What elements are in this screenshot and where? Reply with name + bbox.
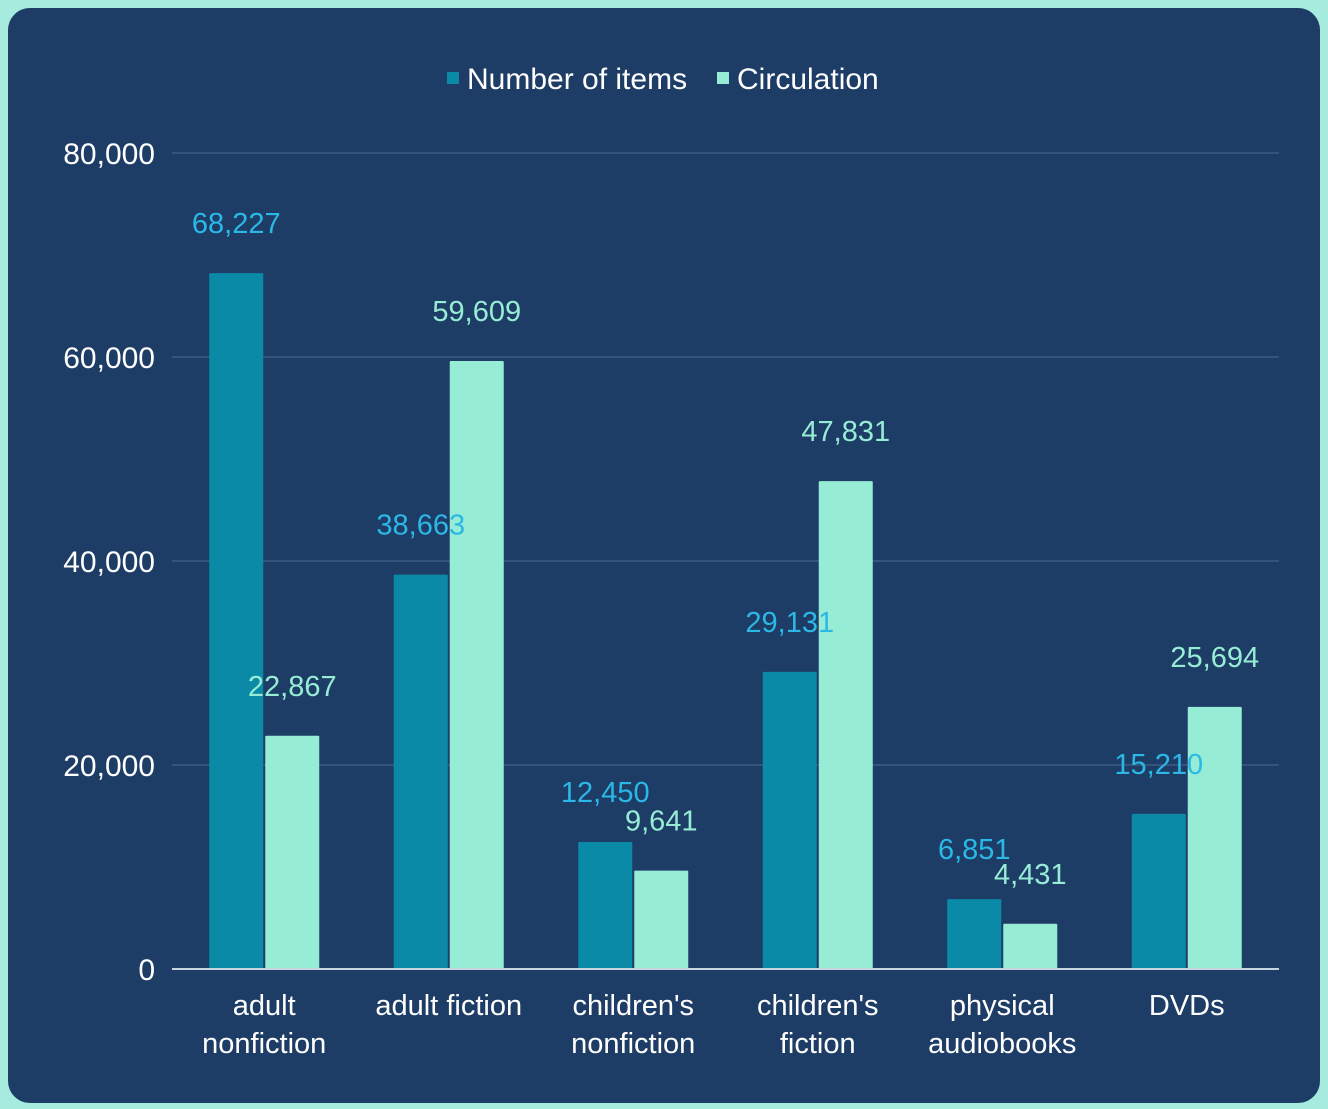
- data-label: 47,831: [801, 416, 890, 448]
- bars: [209, 273, 1242, 970]
- bar-circulation: [1003, 923, 1058, 969]
- y-tick-label: 40,000: [63, 546, 155, 579]
- legend-label: Number of items: [467, 63, 687, 96]
- x-tick-label: nonfiction: [202, 1028, 326, 1060]
- x-tick-label: adult fiction: [375, 990, 522, 1022]
- legend: Number of items Circulation: [447, 63, 879, 96]
- y-tick-label: 80,000: [63, 138, 155, 171]
- x-tick-label: children's: [572, 990, 694, 1022]
- data-label: 38,663: [376, 510, 465, 542]
- bar-circulation: [265, 735, 320, 969]
- data-label: 9,641: [625, 806, 698, 838]
- data-label: 59,609: [432, 296, 521, 328]
- x-tick-label: DVDs: [1149, 990, 1225, 1022]
- x-tick-label: nonfiction: [571, 1028, 695, 1060]
- legend-swatch-number-of-items: [447, 72, 459, 84]
- gridlines: [172, 152, 1279, 766]
- x-tick-label: audiobooks: [928, 1028, 1076, 1060]
- y-tick-label: 0: [138, 954, 155, 987]
- data-label: 29,131: [745, 607, 834, 639]
- bar-number-of-items: [947, 899, 1002, 969]
- bar-number-of-items: [393, 574, 448, 969]
- data-label: 4,431: [994, 859, 1067, 891]
- legend-swatch-circulation: [717, 72, 729, 84]
- bar-circulation: [634, 870, 689, 969]
- bar-number-of-items: [762, 671, 817, 969]
- data-label: 68,227: [192, 208, 281, 240]
- x-tick-label: fiction: [780, 1028, 856, 1060]
- y-tick-label: 60,000: [63, 342, 155, 375]
- axes: 0 20,000 40,000 60,000 80,000 adult nonfiction…: [63, 138, 1279, 1060]
- x-tick-label: children's: [757, 990, 879, 1022]
- data-label: 25,694: [1170, 642, 1259, 674]
- bar-circulation: [818, 481, 873, 969]
- x-tick-label: physical: [950, 990, 1055, 1022]
- data-label: 12,450: [561, 777, 650, 809]
- bar-circulation: [1187, 706, 1242, 969]
- bar-number-of-items: [209, 273, 264, 969]
- bar-number-of-items: [1131, 813, 1186, 969]
- x-tick-label: adult: [233, 990, 296, 1022]
- bar-number-of-items: [578, 842, 633, 969]
- data-label: 22,867: [248, 671, 337, 703]
- bar-circulation: [449, 360, 504, 970]
- legend-label: Circulation: [737, 63, 879, 96]
- data-label: 15,210: [1114, 749, 1203, 781]
- data-label: 6,851: [938, 834, 1011, 866]
- y-tick-label: 20,000: [63, 750, 155, 783]
